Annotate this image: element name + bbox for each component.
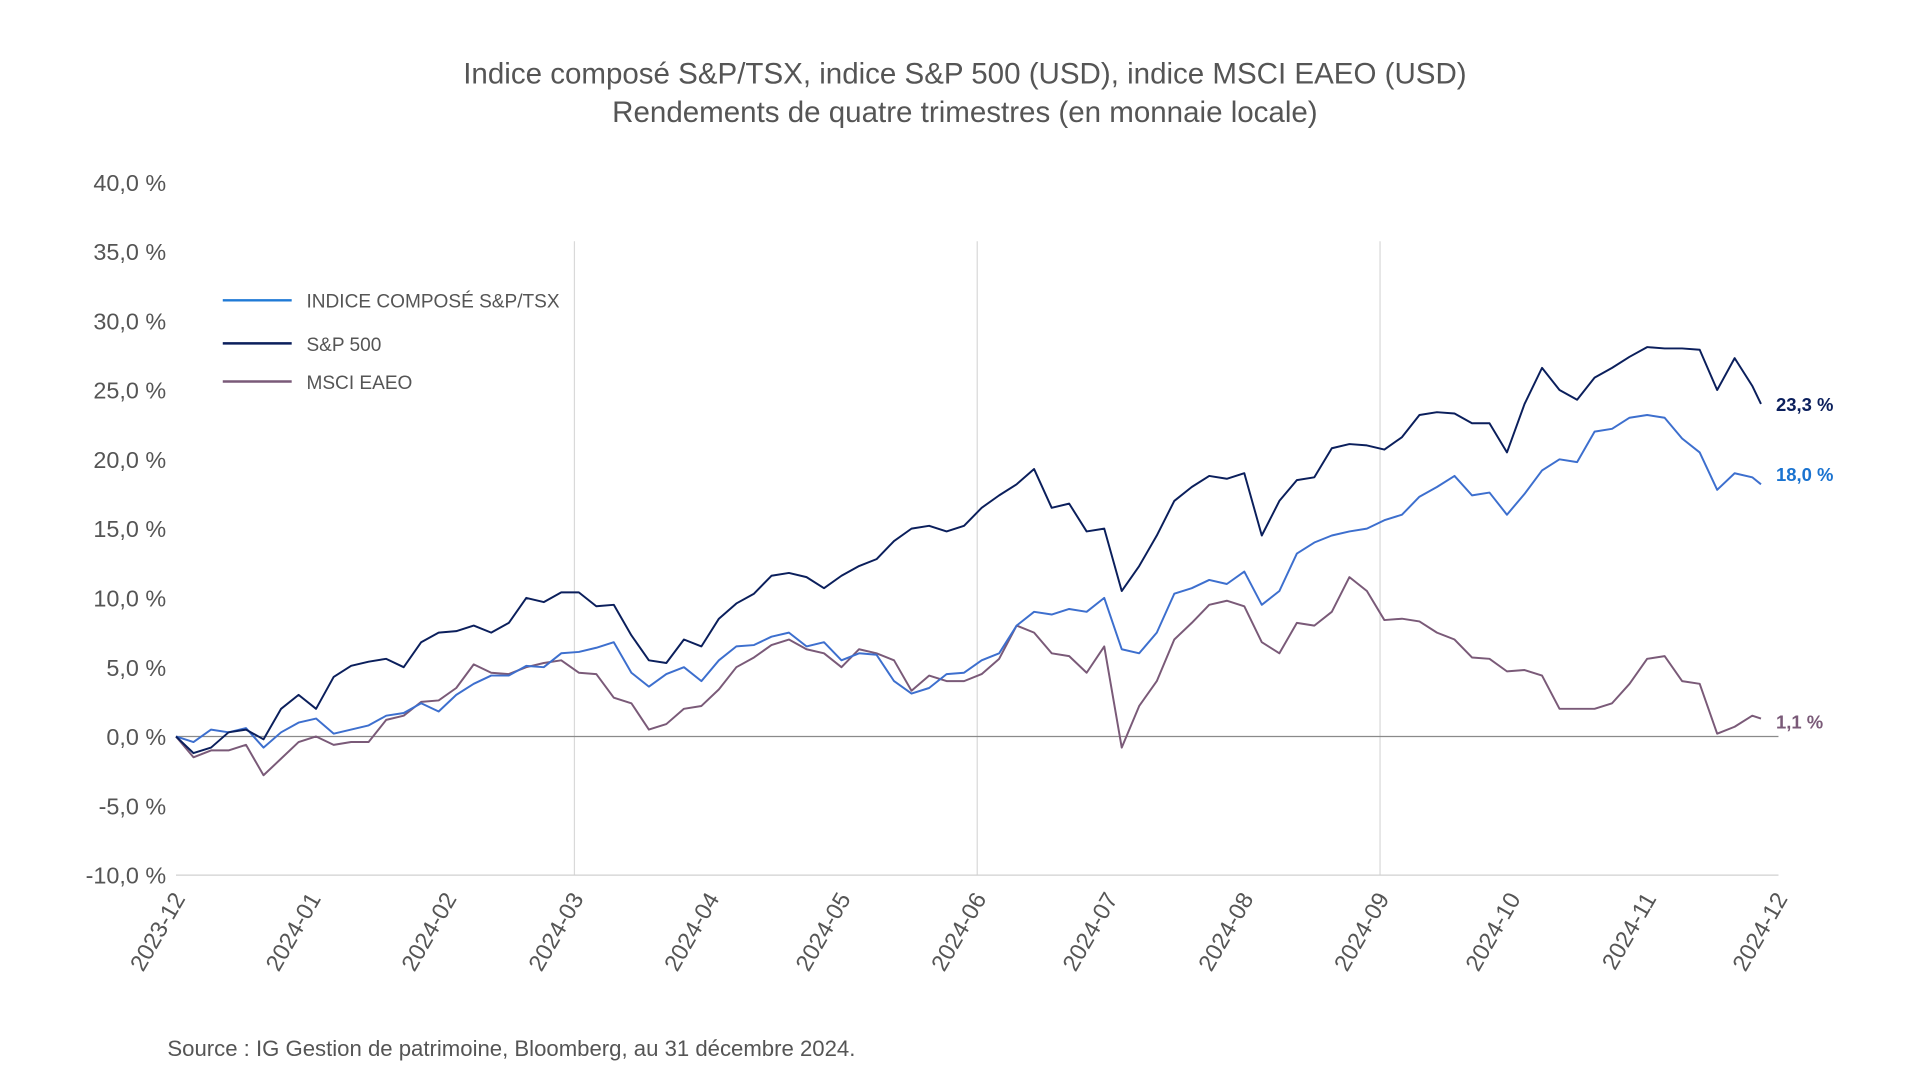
x-tick-label: 2024-04	[659, 888, 724, 975]
series-line-msci-eaeo	[175, 576, 1762, 777]
x-axis: 2023-12 2024-01 2024-02 2024-03 2024-04 2024-…	[125, 888, 1793, 975]
source-note: Source : IG Gestion de patrimoine, Bloom…	[167, 1036, 855, 1061]
gridlines	[176, 241, 1779, 876]
series-lines	[175, 346, 1762, 777]
y-tick-label: 30,0 %	[93, 308, 166, 334]
x-tick-label: 2024-10	[1460, 888, 1525, 975]
y-tick-label: 40,0 %	[93, 170, 166, 196]
x-tick-label: 2024-08	[1193, 888, 1258, 975]
end-value-label: 1,1 %	[1776, 712, 1823, 733]
x-tick-label: 2024-07	[1057, 888, 1122, 975]
end-labels: 18,0 % 23,3 % 1,1 %	[1776, 394, 1833, 733]
end-value-label: 23,3 %	[1776, 394, 1833, 415]
legend-label: INDICE COMPOSÉ S&P/TSX	[306, 292, 559, 313]
y-tick-label: 10,0 %	[93, 586, 166, 612]
legend-label: S&P 500	[306, 335, 381, 356]
y-tick-label: -5,0 %	[99, 793, 167, 819]
y-tick-label: 20,0 %	[93, 447, 166, 473]
y-tick-label: 15,0 %	[93, 516, 166, 542]
x-tick-label: 2024-01	[260, 888, 325, 975]
x-tick-label: 2024-03	[523, 888, 588, 975]
x-tick-label: 2024-09	[1329, 888, 1394, 975]
y-tick-label: 25,0 %	[93, 378, 166, 404]
x-tick-label: 2024-05	[790, 888, 855, 975]
y-tick-label: 35,0 %	[93, 239, 166, 265]
end-value-label: 18,0 %	[1776, 464, 1833, 485]
chart-title: Indice composé S&P/TSX, indice S&P 500 (…	[463, 58, 1466, 91]
y-tick-label: 5,0 %	[106, 655, 166, 681]
chart-subtitle: Rendements de quatre trimestres (en monn…	[612, 96, 1317, 129]
y-axis: 40,0 % 35,0 % 30,0 % 25,0 % 20,0 % 15,0 % 10,0…	[86, 170, 167, 889]
x-tick-label: 2024-06	[926, 888, 991, 975]
series-line-indice-compos-s-p-tsx	[175, 414, 1762, 749]
x-tick-label: 2024-11	[1597, 888, 1662, 974]
x-tick-label: 2024-02	[396, 888, 461, 975]
y-tick-label: -10,0 %	[86, 863, 167, 889]
y-tick-label: 0,0 %	[106, 724, 166, 750]
series-line-s-p-500	[175, 346, 1762, 755]
x-tick-label: 2023-12	[125, 888, 190, 975]
legend: INDICE COMPOSÉ S&P/TSX S&P 500 MSCI EAEO	[222, 292, 560, 394]
x-tick-label: 2024-12	[1727, 888, 1792, 975]
legend-label: MSCI EAEO	[306, 373, 412, 394]
